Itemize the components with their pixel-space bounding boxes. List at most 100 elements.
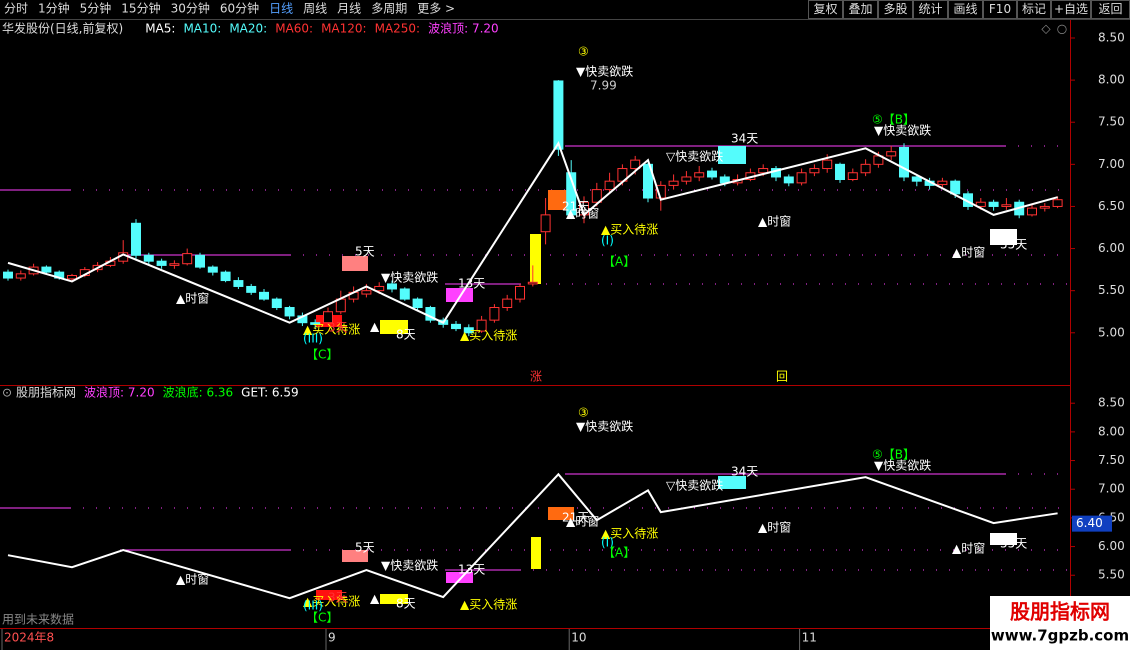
panel-header-item: MA20:: [229, 22, 267, 36]
candle-body: [15, 273, 26, 279]
signal-block: [316, 590, 342, 600]
period-tab[interactable]: 更多 >: [417, 2, 455, 16]
period-tab[interactable]: 多周期: [371, 2, 407, 16]
wave-line: [7, 141, 1058, 324]
toolbar-button[interactable]: [843, 0, 878, 19]
candle-body: [681, 176, 692, 182]
toolbar-button[interactable]: [808, 0, 843, 19]
toolbar-button[interactable]: [1051, 0, 1091, 19]
candle-body: [323, 311, 333, 324]
period-tab[interactable]: 60分钟: [220, 1, 259, 16]
watermark-name: 股朋指标网: [1010, 600, 1110, 624]
toolbar-button[interactable]: [948, 0, 983, 19]
signal-block: [718, 146, 746, 164]
price-tick-label: 8.00: [1098, 424, 1125, 438]
signal-label: 8天: [396, 328, 416, 342]
signal-label: 7.99: [590, 79, 617, 93]
toolbar-button-label[interactable]: +自选: [1054, 2, 1088, 16]
candle-body: [489, 307, 500, 321]
signal-block: [530, 234, 541, 284]
price-tick-label: 6.00: [1098, 241, 1125, 255]
candle-body: [246, 285, 257, 293]
toolbar-button-label[interactable]: 多股: [883, 2, 907, 16]
toolbar-button[interactable]: [878, 0, 913, 19]
period-tab[interactable]: 月线: [337, 2, 361, 16]
toolbar-button-label[interactable]: 统计: [918, 2, 942, 16]
signal-label: 34天: [731, 132, 758, 146]
circle-icon[interactable]: ○: [1057, 22, 1067, 36]
signal-block: [990, 229, 1017, 245]
candle-body: [950, 180, 961, 195]
candle-body: [835, 163, 845, 180]
last-value-box: [1072, 515, 1112, 532]
signal-block: [380, 594, 408, 604]
signal-label: 8天: [396, 597, 416, 611]
period-tab[interactable]: 分时: [4, 2, 28, 16]
signal-label: 21天: [562, 511, 589, 525]
signal-block: [718, 476, 746, 489]
toolbar-button-label[interactable]: 叠加: [848, 2, 872, 16]
price-tick-label: 7.00: [1098, 482, 1125, 496]
signal-label: 【C】: [306, 611, 338, 625]
candle-body: [271, 298, 282, 309]
toolbar-button-label[interactable]: 画线: [953, 2, 977, 16]
candle-body: [1052, 199, 1063, 207]
candle-body: [643, 163, 653, 199]
signal-label: 3天: [328, 321, 348, 335]
price-tick-label: 6.50: [1098, 199, 1125, 213]
period-tab[interactable]: 日线: [269, 2, 293, 16]
signal-label: ▲时窗: [952, 246, 985, 260]
signal-label: ▽快卖欲跌: [666, 149, 723, 164]
toolbar-button[interactable]: [913, 0, 948, 19]
price-tick-label: 5.00: [1098, 325, 1125, 339]
signal-label: 13天: [458, 563, 485, 577]
toolbar-button-label[interactable]: 标记: [1022, 2, 1046, 16]
toolbar-button-label[interactable]: 返回: [1098, 2, 1122, 16]
signal-label: ▽快卖欲跌: [666, 478, 723, 493]
period-tab[interactable]: 1分钟: [38, 1, 70, 16]
candle-body: [156, 260, 167, 266]
signal-label: ▲买入待涨: [460, 328, 517, 343]
candle-body: [975, 201, 986, 207]
signal-label: 【A】: [603, 546, 635, 560]
candle-body: [412, 298, 423, 309]
toolbar-button-label[interactable]: F10: [989, 2, 1011, 16]
panel-header-item: MA5:: [145, 22, 175, 36]
toolbar-button-label[interactable]: 复权: [813, 2, 837, 16]
candle-body: [707, 170, 717, 178]
candle-body: [847, 172, 858, 180]
candle-body: [1039, 205, 1050, 209]
diamond-icon[interactable]: ◇: [1041, 22, 1051, 36]
panel-header-item: GET: 6.59: [241, 386, 298, 400]
candle-body: [41, 266, 52, 273]
watermark-box: [990, 596, 1130, 650]
candle-body: [3, 271, 13, 279]
signal-label: ③: [578, 406, 589, 420]
period-tab[interactable]: 15分钟: [121, 1, 160, 16]
signal-label: 涨: [530, 369, 542, 384]
candle-body: [259, 291, 269, 300]
signal-block: [990, 533, 1017, 545]
price-tick-label: 6.00: [1098, 539, 1125, 553]
signal-label: 21天: [562, 200, 589, 214]
period-tab[interactable]: 30分钟: [171, 1, 210, 16]
toolbar-button[interactable]: [1017, 0, 1051, 19]
period-tab[interactable]: 周线: [303, 2, 327, 16]
panel-toggle[interactable]: ⊙: [2, 386, 12, 400]
period-tab[interactable]: 5分钟: [80, 1, 112, 16]
candle-body: [527, 281, 538, 285]
signal-label: ▲买入待涨: [303, 322, 360, 337]
panel-header-item: 波浪顶: 7.20: [428, 21, 499, 36]
signal-label: ⑤【B】: [872, 113, 915, 127]
toolbar-button[interactable]: [983, 0, 1017, 19]
signal-block: [380, 320, 408, 334]
candle-body: [809, 168, 820, 174]
candle-body: [1027, 207, 1037, 216]
signal-label: ▼快卖欲跌: [381, 270, 438, 285]
signal-label: 3天: [328, 591, 348, 605]
signal-label: 【C】: [306, 348, 338, 362]
candle-body: [783, 176, 794, 184]
signal-label: 34天: [731, 465, 758, 479]
signal-label: ▲时窗: [176, 292, 209, 306]
